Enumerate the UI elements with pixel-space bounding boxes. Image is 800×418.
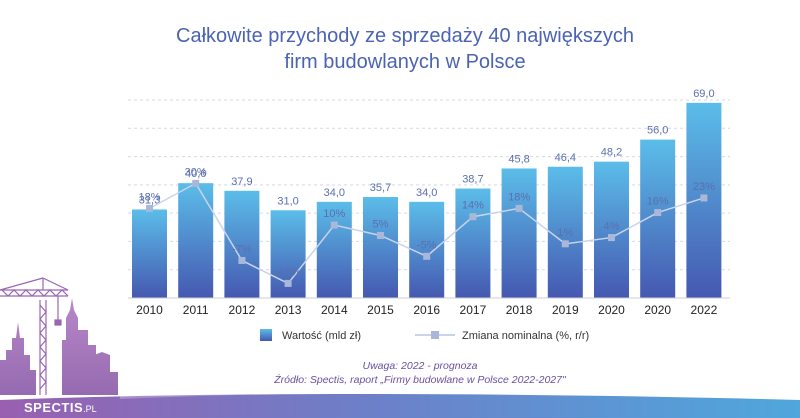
bar-value-label: 31,0 <box>277 195 298 207</box>
chart-title-line-2: firm budowlanych w Polsce <box>284 51 525 73</box>
change-marker <box>423 252 431 260</box>
bar-value-label: 35,7 <box>370 182 391 194</box>
bar <box>409 201 445 298</box>
x-tick-label: 2019 <box>552 303 579 317</box>
change-value-label: -5% <box>417 239 437 251</box>
change-value-label: 4% <box>604 221 620 233</box>
brand-suffix: .PL <box>83 404 97 414</box>
bar-value-label: 56,0 <box>647 125 668 137</box>
x-tick-label: 2011 <box>183 303 209 317</box>
change-marker <box>238 256 246 264</box>
change-marker <box>146 204 153 212</box>
x-tick-labels: 2010 2011 2012 2013 2014 2015 2016 2017 2018 2019… <box>136 303 717 317</box>
legend-label-bar: Wartość (mld zł) <box>282 330 361 342</box>
x-tick-label: 2020 <box>644 303 671 317</box>
note-forecast: Uwaga: 2022 - prognoza <box>363 360 478 372</box>
x-tick-label: 2013 <box>275 303 302 317</box>
bar-value-label: 48,2 <box>601 147 622 159</box>
bar <box>316 201 352 298</box>
bar-value-label: 69,0 <box>693 88 714 100</box>
city-silhouette-decoration <box>0 277 800 418</box>
change-value-label: 14% <box>462 200 484 212</box>
bar-value-label: 34,0 <box>324 187 345 199</box>
bar-value-labels: 31,3 40,6 37,9 31,0 34,0 35,7 34,0 38,7 45,8 46,4… <box>139 88 715 207</box>
bottom-swoosh <box>0 394 800 418</box>
change-marker <box>377 231 384 239</box>
change-value-label: 18% <box>508 191 530 203</box>
x-tick-label: 2017 <box>460 303 487 317</box>
bar <box>501 168 537 298</box>
legend-swatch-marker <box>431 331 439 339</box>
bar-value-label: 34,0 <box>416 187 437 199</box>
x-tick-label: 2020 <box>598 303 625 317</box>
change-value-label: 16% <box>647 196 669 208</box>
bar <box>224 190 260 298</box>
bar-value-label: 31,3 <box>139 194 160 206</box>
chart-title-line-1: Całkowite przychody ze sprzedaży 40 najw… <box>176 25 634 47</box>
change-value-label: -7% <box>232 243 252 255</box>
bar <box>594 161 629 298</box>
bar <box>547 166 583 298</box>
x-tick-label: 2012 <box>229 303 256 317</box>
x-tick-label: 2010 <box>136 303 163 317</box>
brand-logo: SPECTIS.PL <box>24 400 97 415</box>
bar-value-label: 40,6 <box>185 168 206 180</box>
change-marker <box>561 240 569 248</box>
legend-label-line: Zmiana nominalna (%, r/r) <box>462 330 589 342</box>
change-value-label: 18% <box>138 191 160 203</box>
bar <box>132 209 167 298</box>
x-tick-label: 2015 <box>367 303 394 317</box>
crane-icon <box>0 277 69 395</box>
change-marker <box>469 213 477 221</box>
note-source: Źródło: Spectis, raport „Firmy budowlane… <box>273 373 567 386</box>
bar-value-label: 45,8 <box>508 153 529 165</box>
x-tick-label: 2018 <box>506 303 533 317</box>
bar <box>178 183 214 298</box>
change-marker <box>700 194 708 202</box>
x-tick-label: 2022 <box>691 303 718 317</box>
change-marker <box>608 234 615 242</box>
change-value-labels: 18% 30% -7% -18% 10% 5% -5% 14% 18% 1% 4% 16% 23% <box>138 166 715 278</box>
bars <box>132 102 722 298</box>
change-value-label: 1% <box>557 227 573 239</box>
change-value-label: 30% <box>185 166 207 178</box>
bar <box>363 197 398 298</box>
change-line-series <box>146 179 708 287</box>
bar-value-label: 38,7 <box>462 174 483 186</box>
bar <box>455 188 491 298</box>
change-value-label: 10% <box>323 208 345 220</box>
bar-value-label: 37,9 <box>231 176 252 188</box>
change-marker <box>654 209 662 217</box>
x-tick-label: 2016 <box>413 303 440 317</box>
change-marker <box>515 204 523 212</box>
change-value-label: -18% <box>275 266 301 278</box>
change-marker <box>284 279 292 287</box>
change-marker <box>192 179 200 187</box>
legend: Wartość (mld zł) Zmiana nominalna (%, r/… <box>260 329 589 342</box>
change-marker <box>330 221 338 229</box>
legend-swatch-bar <box>260 329 272 341</box>
change-value-label: 5% <box>373 218 389 230</box>
x-tick-label: 2014 <box>321 303 348 317</box>
change-value-label: 23% <box>693 181 715 193</box>
brand-name: SPECTIS <box>24 400 83 415</box>
bar-value-label: 46,4 <box>555 152 576 164</box>
